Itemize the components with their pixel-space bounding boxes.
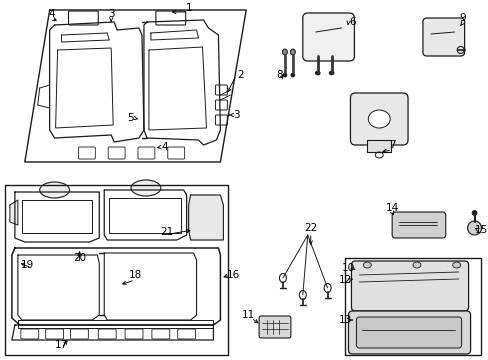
- FancyBboxPatch shape: [391, 212, 445, 238]
- Text: 3: 3: [232, 110, 239, 120]
- Text: 19: 19: [21, 260, 34, 270]
- FancyBboxPatch shape: [68, 11, 98, 25]
- Text: 17: 17: [55, 340, 68, 350]
- FancyBboxPatch shape: [350, 93, 407, 145]
- Ellipse shape: [290, 73, 294, 77]
- Text: 20: 20: [73, 253, 86, 263]
- Text: 1: 1: [185, 3, 192, 13]
- Text: 13: 13: [338, 315, 351, 325]
- Ellipse shape: [283, 73, 286, 77]
- Text: 21: 21: [160, 227, 173, 237]
- Ellipse shape: [315, 71, 320, 75]
- Text: 4: 4: [161, 142, 168, 152]
- Polygon shape: [366, 140, 390, 152]
- Text: 3: 3: [108, 9, 114, 19]
- Ellipse shape: [290, 49, 295, 55]
- Ellipse shape: [412, 262, 420, 268]
- FancyBboxPatch shape: [259, 316, 290, 338]
- Text: 11: 11: [241, 310, 254, 320]
- Text: 9: 9: [458, 13, 465, 23]
- Text: 4: 4: [48, 9, 55, 19]
- FancyBboxPatch shape: [356, 317, 461, 348]
- Ellipse shape: [363, 262, 370, 268]
- Polygon shape: [188, 195, 223, 240]
- Text: 5: 5: [126, 113, 133, 123]
- Ellipse shape: [367, 110, 389, 128]
- Text: 12: 12: [338, 275, 351, 285]
- Text: 16: 16: [226, 270, 240, 280]
- Text: 2: 2: [237, 70, 243, 80]
- Text: 8: 8: [276, 70, 283, 80]
- Text: 14: 14: [385, 203, 398, 213]
- FancyBboxPatch shape: [348, 311, 469, 354]
- Text: 7: 7: [388, 140, 395, 150]
- Text: 10: 10: [341, 263, 354, 273]
- FancyBboxPatch shape: [351, 261, 468, 311]
- Text: 6: 6: [348, 17, 355, 27]
- FancyBboxPatch shape: [156, 11, 185, 25]
- Text: 15: 15: [474, 225, 487, 235]
- Ellipse shape: [452, 262, 460, 268]
- FancyBboxPatch shape: [302, 13, 354, 61]
- Polygon shape: [10, 200, 18, 225]
- Ellipse shape: [40, 182, 69, 198]
- Ellipse shape: [282, 49, 287, 55]
- Text: 18: 18: [128, 270, 142, 280]
- Ellipse shape: [471, 211, 476, 216]
- Ellipse shape: [467, 221, 481, 235]
- Ellipse shape: [328, 71, 333, 75]
- Ellipse shape: [131, 180, 161, 196]
- Text: 22: 22: [304, 223, 317, 233]
- FancyBboxPatch shape: [422, 18, 464, 56]
